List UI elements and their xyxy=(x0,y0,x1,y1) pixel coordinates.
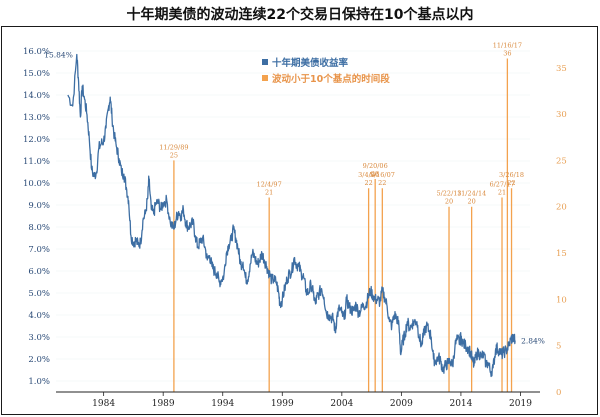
period-date-label: 12/4/97 xyxy=(257,180,282,188)
period-date-label: 6/27/17 xyxy=(489,180,514,188)
left-tick-label: 1.0% xyxy=(28,377,50,387)
right-tick-label: 30 xyxy=(556,110,567,120)
x-tick-label: 1989 xyxy=(152,399,175,409)
left-tick-label: 3.0% xyxy=(28,333,50,343)
x-tick-label: 2009 xyxy=(390,399,413,409)
yield-series-line xyxy=(67,53,516,378)
left-tick-label: 11.0% xyxy=(23,157,50,167)
period-value-label: 21 xyxy=(265,188,273,196)
right-tick-label: 0 xyxy=(556,388,561,398)
period-date-label: 9/20/06 xyxy=(363,162,388,170)
period-value-label: 22 xyxy=(378,179,386,187)
left-tick-label: 15.0% xyxy=(23,69,50,79)
left-tick-label: 2.0% xyxy=(28,355,50,365)
x-tick-label: 1984 xyxy=(92,399,115,409)
legend-swatch-period xyxy=(262,75,268,81)
left-tick-label: 4.0% xyxy=(28,311,50,321)
x-tick-label: 1999 xyxy=(271,399,294,409)
x-tick-label: 2004 xyxy=(330,399,353,409)
right-tick-label: 25 xyxy=(556,156,567,166)
right-tick-label: 15 xyxy=(556,249,567,259)
right-tick-label: 10 xyxy=(556,295,567,305)
period-value-label: 22 xyxy=(364,179,372,187)
period-value-label: 36 xyxy=(503,50,511,58)
period-date-label: 11/16/17 xyxy=(493,42,522,50)
period-value-label: 21 xyxy=(498,188,506,196)
period-value-label: 23 xyxy=(371,170,379,178)
end-value-label: 2.84% xyxy=(521,337,545,346)
period-date-label: 5/22/13 xyxy=(436,190,461,198)
legend-label-yield: 十年期美债收益率 xyxy=(272,57,349,69)
left-tick-label: 5.0% xyxy=(28,289,50,299)
x-tick-label: 1994 xyxy=(211,399,234,409)
left-tick-label: 7.0% xyxy=(28,245,50,255)
start-value-label: 15.84% xyxy=(44,51,73,60)
period-date-label: 3/26/18 xyxy=(499,171,524,179)
legend-label-period: 波动小于10个基点的时间段 xyxy=(272,73,390,85)
chart-title: 十年期美债的波动连续22个交易日保持在10个基点以内 xyxy=(126,7,474,23)
period-date-label: 11/29/89 xyxy=(159,143,188,151)
left-tick-label: 6.0% xyxy=(28,267,50,277)
legend-swatch-yield xyxy=(262,59,268,65)
period-date-label: 3/4/06 xyxy=(358,171,379,179)
period-value-label: 20 xyxy=(468,198,476,206)
period-date-label: 11/24/14 xyxy=(457,190,486,198)
period-value-label: 22 xyxy=(507,179,515,187)
left-tick-label: 12.0% xyxy=(23,135,50,145)
left-tick-label: 16.0% xyxy=(23,47,50,57)
period-value-label: 25 xyxy=(170,151,178,159)
left-tick-label: 13.0% xyxy=(23,113,50,123)
left-tick-label: 8.0% xyxy=(28,223,50,233)
period-date-label: 5/16/07 xyxy=(370,171,395,179)
period-value-label: 20 xyxy=(445,198,453,206)
right-tick-label: 20 xyxy=(556,203,567,213)
right-tick-label: 35 xyxy=(556,64,567,74)
x-tick-label: 2019 xyxy=(509,399,532,409)
left-tick-label: 14.0% xyxy=(23,91,50,101)
right-tick-label: 5 xyxy=(556,342,561,352)
left-tick-label: 9.0% xyxy=(28,201,50,211)
x-tick-label: 2014 xyxy=(449,399,472,409)
left-tick-label: 10.0% xyxy=(23,179,50,189)
